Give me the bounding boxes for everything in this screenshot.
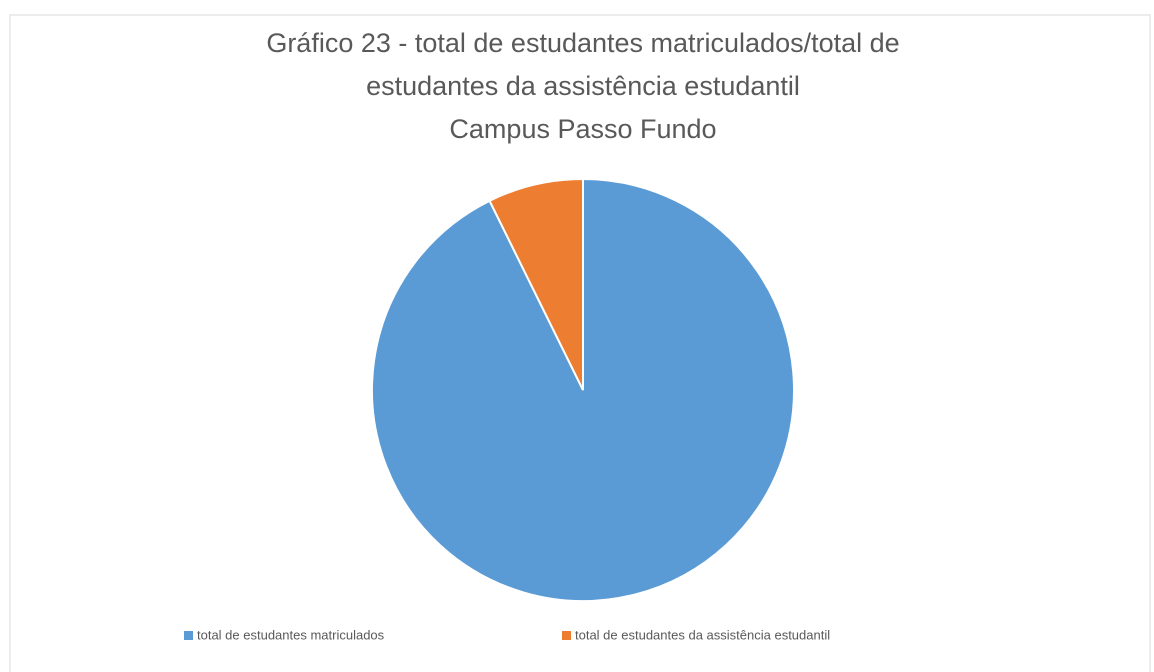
- chart-title: Gráfico 23 - total de estudantes matricu…: [266, 28, 899, 58]
- legend-swatch: [184, 631, 193, 640]
- pie-slice: [488, 177, 584, 391]
- legend-swatch: [562, 631, 571, 640]
- chart-title: estudantes da assistência estudantil: [366, 71, 800, 101]
- chart-title: Campus Passo Fundo: [449, 114, 716, 144]
- legend-label: total de estudantes da assistência estud…: [575, 627, 830, 642]
- legend-label: total de estudantes matriculados: [197, 627, 385, 642]
